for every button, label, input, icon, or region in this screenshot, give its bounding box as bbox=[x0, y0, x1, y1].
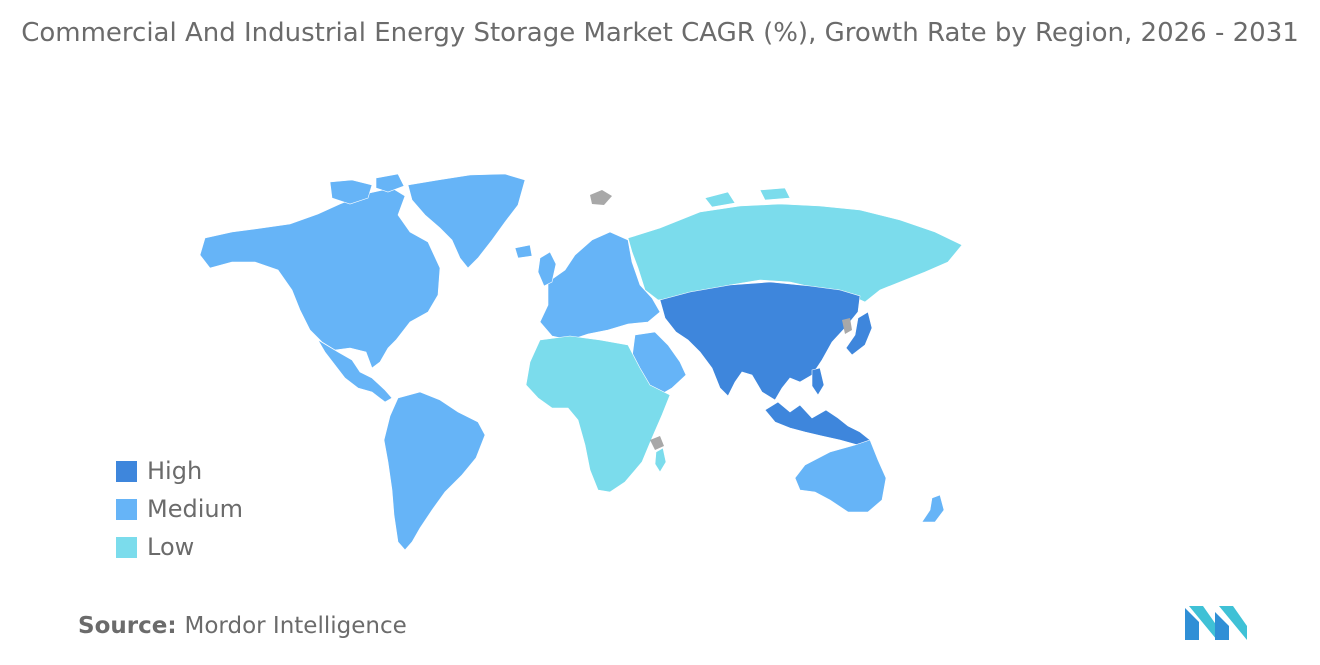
region-philippines bbox=[811, 367, 825, 396]
source-note: Source: Mordor Intelligence bbox=[78, 613, 407, 639]
region-madagascar bbox=[654, 447, 667, 473]
legend-label-high: High bbox=[147, 457, 203, 485]
legend-swatch-medium bbox=[116, 498, 137, 520]
region-japan bbox=[845, 311, 873, 356]
region-no-data-svalbard bbox=[590, 190, 612, 205]
region-greenland bbox=[407, 173, 526, 269]
region-asia-mainland bbox=[659, 281, 861, 401]
region-new-zealand bbox=[921, 494, 945, 523]
region-south-america bbox=[383, 391, 486, 551]
legend-item-low: Low bbox=[116, 528, 243, 566]
region-russia-north-islands bbox=[704, 187, 791, 208]
legend-item-high: High bbox=[116, 452, 243, 490]
region-europe bbox=[539, 231, 661, 341]
source-label: Source: bbox=[78, 613, 177, 639]
region-iceland bbox=[514, 244, 533, 259]
region-no-data-somalia bbox=[650, 436, 664, 450]
region-uk-ireland bbox=[537, 251, 557, 287]
legend-swatch-high bbox=[116, 460, 137, 482]
region-southeast-asia-islands bbox=[764, 401, 871, 446]
region-africa bbox=[525, 335, 671, 493]
region-no-data-korea bbox=[842, 318, 852, 334]
region-australia bbox=[794, 439, 887, 513]
legend-label-low: Low bbox=[147, 533, 195, 561]
region-arctic-islands bbox=[329, 173, 405, 205]
legend-item-medium: Medium bbox=[116, 490, 243, 528]
legend-swatch-low bbox=[116, 536, 137, 558]
legend-label-medium: Medium bbox=[147, 495, 243, 523]
chart-title: Commercial And Industrial Energy Storage… bbox=[21, 18, 1299, 48]
source-value: Mordor Intelligence bbox=[184, 613, 407, 639]
mordor-intelligence-logo bbox=[1185, 606, 1247, 640]
legend: High Medium Low bbox=[116, 452, 243, 566]
region-mexico-central-america bbox=[317, 339, 393, 403]
